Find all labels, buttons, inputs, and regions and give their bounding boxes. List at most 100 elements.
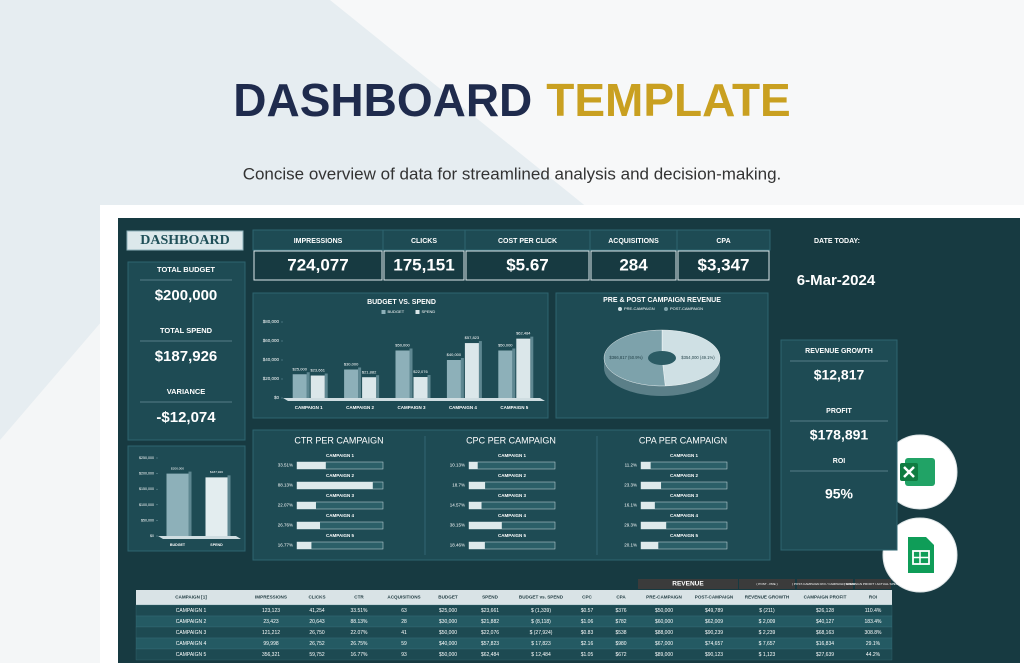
table-cell: $50,000 xyxy=(439,630,457,636)
bar xyxy=(641,462,651,469)
column-header: CAMPAIGN PROFIT xyxy=(804,595,847,600)
table-cell: 28 xyxy=(401,619,407,625)
bar-side xyxy=(460,358,464,398)
bar xyxy=(641,502,655,509)
table-cell: 33.51% xyxy=(351,608,369,614)
column-header: REVENUE GROWTH xyxy=(745,595,790,600)
data-label: 20.1% xyxy=(624,543,637,548)
table-cell: $68,163 xyxy=(816,630,834,636)
returns-label: ROI xyxy=(833,458,846,465)
table-cell: $2.16 xyxy=(581,641,594,647)
table-cell: $ 2,239 xyxy=(759,630,776,636)
data-label: 26.76% xyxy=(278,523,293,528)
bar xyxy=(344,369,359,398)
summary-value: $200,000 xyxy=(155,287,218,304)
group-header-label: REVENUE xyxy=(672,581,704,588)
bar xyxy=(297,502,316,509)
table-cell: $89,000 xyxy=(655,652,673,658)
table-cell: $88,000 xyxy=(655,630,673,636)
kpi-value: 724,077 xyxy=(287,255,348,274)
y-tick-label: $250,000 xyxy=(139,456,154,460)
table-cell: 110.4% xyxy=(865,608,882,614)
group-header xyxy=(638,579,738,589)
bar xyxy=(362,377,377,398)
bar-side xyxy=(306,372,310,398)
column-header: ACQUISITIONS xyxy=(387,595,420,600)
bar xyxy=(641,542,659,549)
legend-swatch xyxy=(381,310,386,314)
bar xyxy=(641,482,662,489)
badge-box xyxy=(126,230,244,251)
column-header: CTR xyxy=(354,595,364,600)
table-cell: $57,823 xyxy=(481,641,499,647)
column-header: CPC xyxy=(582,595,592,600)
category-label: CAMPAIGN 3 xyxy=(670,493,698,498)
legend-swatch xyxy=(664,307,668,311)
date-value: 6-Mar-2024 xyxy=(797,272,876,289)
kpi-value: $5.67 xyxy=(506,255,549,274)
chart-title: PRE & POST CAMPAIGN REVENUE xyxy=(603,297,721,304)
category-label: CAMPAIGN 2 xyxy=(670,473,698,478)
column-note: ( CAMPAIGN PROFIT / ACTUAL SPEND ) xyxy=(844,582,902,586)
table-row xyxy=(135,604,893,617)
bar-side xyxy=(376,375,380,398)
table-cell: 63 xyxy=(401,608,407,614)
column-header: SPEND xyxy=(482,595,499,600)
data-label: $25,000 xyxy=(292,366,307,371)
title-main: DASHBOARD xyxy=(233,74,532,126)
table-cell: 41 xyxy=(401,630,407,636)
table-cell: CAMPAIGN 3 xyxy=(176,630,207,636)
table-cell: $ (211) xyxy=(759,608,775,614)
summary-label: TOTAL SPEND xyxy=(160,326,213,335)
bar xyxy=(292,374,307,398)
y-tick-label: $0 xyxy=(150,534,154,538)
column-note: ( POST - PRE ) xyxy=(756,582,777,586)
category-label: CAMPAIGN 4 xyxy=(670,513,698,518)
column-note: ( POST-CAMPAIGN ROI / CAMPAIGN SPEND ) xyxy=(792,582,858,586)
table-cell: $0.83 xyxy=(581,630,594,636)
sheets-icon-grid xyxy=(913,551,929,564)
data-label: 18.7% xyxy=(452,483,465,488)
table-cell: $ 2,009 xyxy=(759,619,776,625)
table-cell: $782 xyxy=(615,619,626,625)
y-tick-label: $50,000 xyxy=(141,518,154,522)
x-tick-label: CAMPAIGN 1 xyxy=(295,405,323,410)
table-cell: $980 xyxy=(615,641,626,647)
kpi-box xyxy=(465,250,590,281)
data-label: $200,000 xyxy=(171,466,184,470)
kpi-header xyxy=(676,229,771,251)
data-label: $30,000 xyxy=(344,362,359,367)
column-header: IMPRESSIONS xyxy=(255,595,287,600)
table-cell: $90,123 xyxy=(705,652,723,658)
returns-value: $178,891 xyxy=(810,427,869,443)
table-cell: $ (8,118) xyxy=(531,619,551,625)
table-cell: $1.05 xyxy=(581,652,594,658)
column-header: BUDGET vs. SPEND xyxy=(519,595,564,600)
data-label: $40,000 xyxy=(447,352,462,357)
bar-side xyxy=(427,375,431,398)
table-cell: 121,212 xyxy=(262,630,280,636)
table-cell: $67,000 xyxy=(655,641,673,647)
column-header: POST-CAMPAIGN xyxy=(695,595,734,600)
table-cell: $23,661 xyxy=(481,608,499,614)
y-tick-label: $20,000 xyxy=(263,376,280,381)
bar xyxy=(310,375,325,398)
table-row xyxy=(135,615,893,628)
summary-value: $187,926 xyxy=(155,348,218,365)
table-cell: CAMPAIGN 5 xyxy=(176,652,207,658)
pie-slice xyxy=(661,329,721,387)
bar xyxy=(297,542,312,549)
bar xyxy=(469,482,486,489)
data-label: $57,823 xyxy=(465,335,480,340)
column-header: ROI xyxy=(869,595,877,600)
data-label: $50,000 xyxy=(395,343,410,348)
data-label: 16.1% xyxy=(624,503,637,508)
data-label: 29.3% xyxy=(624,523,637,528)
column-header: CAMPAIGN [1] xyxy=(175,595,207,600)
bar-track xyxy=(640,461,728,470)
bar xyxy=(469,542,485,549)
summary-value: -$12,074 xyxy=(156,409,216,426)
data-label: 14.57% xyxy=(450,503,465,508)
table-cell: 93 xyxy=(401,652,407,658)
